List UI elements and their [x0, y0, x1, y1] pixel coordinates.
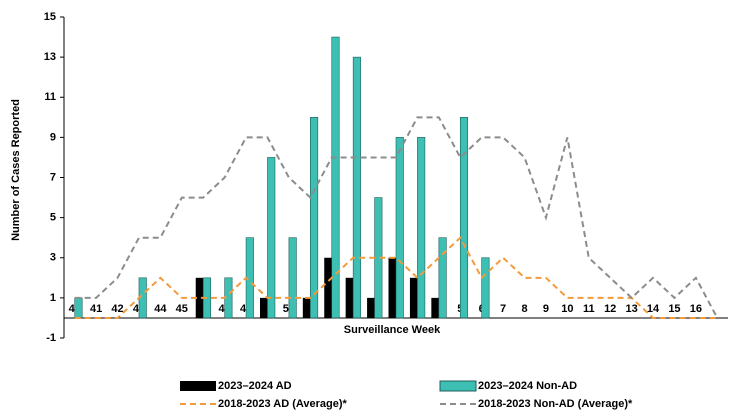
legend-swatch: [439, 380, 477, 392]
bar: [302, 297, 311, 318]
bar: [417, 137, 426, 319]
legend-label: 2023–2024 AD: [218, 380, 292, 392]
y-tick-label: 11: [44, 91, 56, 103]
bar: [331, 36, 340, 319]
bar: [459, 117, 469, 319]
x-tick-label: 8: [521, 303, 527, 315]
y-tick-label: 3: [50, 252, 56, 264]
bar: [74, 297, 83, 319]
x-tick-label: 9: [543, 303, 549, 315]
x-tick-label: 12: [604, 303, 616, 315]
y-tick-label: 9: [50, 131, 56, 143]
bar: [409, 277, 418, 318]
legend-label: 2018-2023 AD (Average)*: [218, 398, 348, 410]
bar: [288, 237, 297, 319]
bar: [481, 257, 490, 319]
bar: [324, 257, 332, 318]
x-tick-label: 16: [690, 303, 702, 315]
x-tick-label: 11: [583, 303, 595, 315]
bar: [195, 277, 204, 318]
x-axis-title: Surveillance Week: [344, 324, 441, 336]
x-tick-label: 15: [668, 303, 680, 315]
x-tick-label: 41: [90, 303, 102, 315]
bar: [438, 237, 447, 319]
line-series: [74, 236, 718, 319]
line-series: [74, 116, 719, 319]
x-tick-label: 45: [176, 303, 188, 315]
x-tick-label: 42: [111, 303, 123, 315]
x-tick-label: 14: [647, 303, 660, 315]
y-tick-label: -1: [46, 332, 56, 344]
y-tick-label: 15: [44, 11, 56, 23]
x-tick-label: 44: [154, 303, 167, 315]
x-tick-label: 7: [500, 303, 506, 315]
bar: [395, 137, 404, 319]
y-tick-label: 1: [50, 292, 56, 304]
y-tick-label: 5: [50, 212, 56, 224]
legend-label: 2018-2023 Non-AD (Average)*: [478, 398, 633, 410]
bar: [352, 56, 361, 319]
bar: [345, 277, 354, 318]
bar: [367, 297, 375, 318]
y-tick-label: 7: [50, 171, 56, 183]
bar: [259, 297, 268, 318]
legend-label: 2023–2024 Non-AD: [478, 380, 577, 392]
bar: [310, 117, 319, 319]
bar: [388, 257, 396, 318]
legend-swatch: [180, 381, 216, 391]
bar: [431, 297, 439, 318]
y-axis-title: Number of Cases Reported: [10, 99, 22, 241]
y-tick-label: 13: [44, 51, 56, 63]
x-tick-label: 13: [625, 303, 637, 315]
bar: [267, 157, 276, 319]
x-tick-label: 10: [561, 303, 573, 315]
